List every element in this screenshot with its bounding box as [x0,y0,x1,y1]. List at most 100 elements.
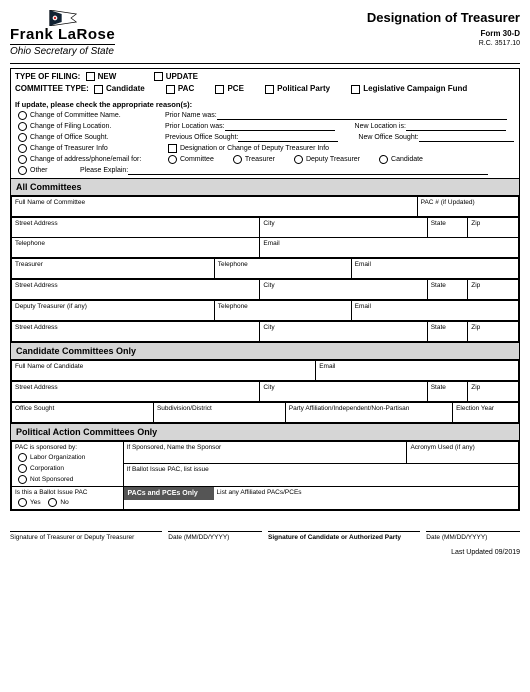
r5a: Committee [180,156,214,163]
rb-r6[interactable] [18,166,27,175]
r6-line[interactable] [128,166,488,175]
r3-line2[interactable] [419,133,514,142]
sig-candidate[interactable]: Signature of Candidate or Authorized Par… [268,531,420,541]
f-street2[interactable]: Street Address [12,279,260,299]
r2-line2[interactable] [406,122,506,131]
f-state2[interactable]: State [427,279,468,299]
pac-sponsor-cell: PAC is sponsored by: Labor Organization … [12,441,124,486]
f-city4[interactable]: City [260,381,427,401]
rb-r3[interactable] [18,133,27,142]
r1: Change of Committee Name. [30,112,121,119]
f-zip4[interactable]: Zip [468,381,519,401]
rb-r1[interactable] [18,111,27,120]
ohio-flag-icon [49,10,77,26]
form-number: Form 30-D [367,29,520,38]
reason-row-1: Change of Committee Name. Prior Name was… [11,110,519,121]
cb-r4b[interactable] [168,144,177,153]
sig-date2[interactable]: Date (MM/DD/YYYY) [426,531,520,541]
new-label: NEW [98,72,117,81]
section-all: All Committees [11,178,519,196]
rb-r4[interactable] [18,144,27,153]
cb-pce[interactable] [215,85,224,94]
f-zip2[interactable]: Zip [468,279,519,299]
f-elyear[interactable]: Election Year [453,402,519,422]
f-email4[interactable]: Email [316,360,519,380]
f-email2[interactable]: Email [351,258,518,278]
rb-labor[interactable] [18,453,27,462]
cb-lcf[interactable] [351,85,360,94]
f-street4[interactable]: Street Address [12,381,260,401]
f-office[interactable]: Office Sought [12,402,154,422]
f-candidate[interactable]: Full Name of Candidate [12,360,316,380]
rb-notspon[interactable] [18,475,27,484]
f-tel1[interactable]: Telephone [12,237,260,257]
cand-grid-3: Office Sought Subdivision/District Party… [11,402,519,423]
f-deputy[interactable]: Deputy Treasurer (if any) [12,300,215,320]
lbl-party: Political Party [277,84,330,93]
section-pac: Political Action Committees Only [11,423,519,441]
reason-row-3: Change of Office Sought. Previous Office… [11,132,519,143]
f-party[interactable]: Party Affiliation/Independent/Non-Partis… [285,402,452,422]
form-frame: TYPE OF FILING: NEW UPDATE COMMITTEE TYP… [10,68,520,511]
f-subdiv[interactable]: Subdivision/District [153,402,285,422]
r2-line1[interactable] [225,122,335,131]
rb-corp[interactable] [18,464,27,473]
r2b: Prior Location was: [165,123,225,130]
rb-r2[interactable] [18,122,27,131]
logo-block: Frank LaRose Ohio Secretary of State [10,10,115,57]
rb-r5a[interactable] [168,155,177,164]
f-zip1[interactable]: Zip [468,217,519,237]
r4: Change of Treasurer Info [30,145,108,152]
rb-r5d[interactable] [379,155,388,164]
f-street1[interactable]: Street Address [12,217,260,237]
footer: Last Updated 09/2019 [10,549,520,556]
checkbox-new[interactable] [86,72,95,81]
sig-date1[interactable]: Date (MM/DD/YYYY) [168,531,262,541]
f-tel2[interactable]: Telephone [214,258,351,278]
rb-yes[interactable] [18,498,27,507]
r3-line1[interactable] [238,133,338,142]
sig-treasurer[interactable]: Signature of Treasurer or Deputy Treasur… [10,531,162,541]
f-street3[interactable]: Street Address [12,321,260,341]
pac-isballot-cell: Is this a Ballot Issue PAC Yes No [12,486,124,509]
committee-type-label: COMMITTEE TYPE: [15,84,89,93]
r1-line[interactable] [217,111,507,120]
f-email1[interactable]: Email [260,237,519,257]
pac-acronym[interactable]: Acronym Used (if any) [407,441,519,464]
checkbox-update[interactable] [154,72,163,81]
pac-sponsored-by: PAC is sponsored by: [15,444,120,451]
sos-subtitle: Ohio Secretary of State [10,44,115,57]
reason-row-2: Change of Filing Location. Prior Locatio… [11,121,519,132]
cb-party[interactable] [265,85,274,94]
cb-pac[interactable] [166,85,175,94]
rb-r5b[interactable] [233,155,242,164]
committee-type-row: COMMITTEE TYPE: Candidate PAC PCE Politi… [11,84,519,96]
f-city3[interactable]: City [260,321,427,341]
f-state4[interactable]: State [427,381,468,401]
pac-listaff[interactable]: List any Affiliated PACs/PCEs [214,487,518,500]
f-pacnum[interactable]: PAC # (if Updated) [417,196,518,216]
rb-r5[interactable] [18,155,27,164]
pac-notspon: Not Sponsored [30,476,73,483]
pac-ifballot[interactable]: If Ballot Issue PAC, list issue [123,464,518,487]
header: Frank LaRose Ohio Secretary of State Des… [10,10,520,64]
f-committee[interactable]: Full Name of Committee [12,196,418,216]
f-zip3[interactable]: Zip [468,321,519,341]
cb-candidate[interactable] [94,85,103,94]
f-state3[interactable]: State [427,321,468,341]
f-state1[interactable]: State [427,217,468,237]
f-treasurer[interactable]: Treasurer [12,258,215,278]
r6b: Please Explain: [80,167,128,174]
f-tel3[interactable]: Telephone [214,300,351,320]
r5d: Candidate [391,156,423,163]
lbl-candidate: Candidate [106,84,145,93]
pac-ifsponsored[interactable]: If Sponsored, Name the Sponsor [123,441,407,464]
rb-r5c[interactable] [294,155,303,164]
f-email3[interactable]: Email [351,300,518,320]
f-city1[interactable]: City [260,217,427,237]
rb-no[interactable] [48,498,57,507]
r1b: Prior Name was: [165,112,217,119]
f-city2[interactable]: City [260,279,427,299]
signature-row: Signature of Treasurer or Deputy Treasur… [10,531,520,541]
sos-name: Frank LaRose [10,26,115,43]
